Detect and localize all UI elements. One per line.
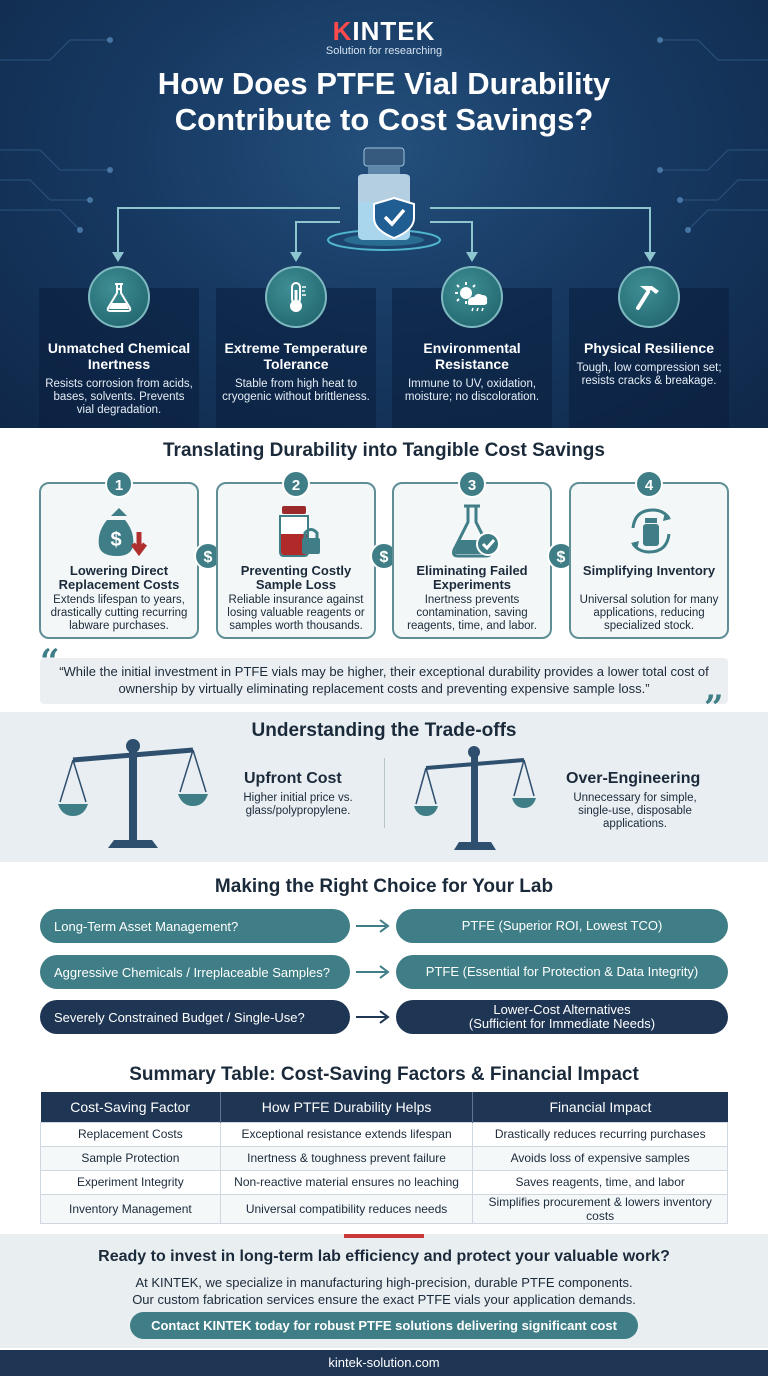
step-desc: Inertness prevents contamination, saving… xyxy=(407,594,537,632)
feature-title: Extreme Temperature Tolerance xyxy=(224,340,368,372)
choice-question: Long-Term Asset Management? xyxy=(40,909,350,943)
feature-environmental-resistance: Environmental Resistance Immune to UV, o… xyxy=(392,258,552,428)
step-number: 4 xyxy=(635,470,663,498)
table-row: Inventory Management Universal compatibi… xyxy=(40,1193,728,1224)
vial-lock-icon xyxy=(279,506,320,557)
table-cell: Avoids loss of expensive samples xyxy=(472,1145,728,1171)
table-cell: Exceptional resistance extends lifespan xyxy=(219,1121,474,1147)
column-header: Financial Impact xyxy=(472,1092,728,1122)
kintek-logo: KINTEK xyxy=(332,16,436,46)
feature-temperature-tolerance: Extreme Temperature Tolerance Stable fro… xyxy=(216,258,376,428)
feature-desc: Immune to UV, oxidation, moisture; no di… xyxy=(404,378,540,403)
column-header: How PTFE Durability Helps xyxy=(220,1092,474,1122)
section-title: Summary Table: Cost-Saving Factors & Fin… xyxy=(129,1064,639,1085)
step-number: 1 xyxy=(105,470,133,498)
divider xyxy=(384,758,385,828)
step-title: Eliminating Failed Experiments xyxy=(416,563,528,592)
table-cell: Universal compatibility reduces needs xyxy=(219,1193,474,1224)
brand-tagline: Solution for researching xyxy=(325,45,443,57)
balance-scale-icon xyxy=(414,746,536,850)
table-cell: Drastically reduces recurring purchases xyxy=(472,1121,728,1147)
table-cell: Saves reagents, time, and labor xyxy=(472,1169,728,1195)
table-header-row: Cost-Saving Factor How PTFE Durability H… xyxy=(40,1092,728,1122)
hero-header: KINTEK Solution for researching How Does… xyxy=(0,0,768,428)
choice-question: Severely Constrained Budget / Single-Use… xyxy=(40,1000,350,1034)
section-title: Making the Right Choice for Your Lab xyxy=(214,876,554,897)
quote-box: “While the initial investment in PTFE vi… xyxy=(40,658,728,704)
choice-answer: PTFE (Essential for Protection & Data In… xyxy=(396,955,728,989)
feature-desc: Tough, low compression set; resists crac… xyxy=(576,362,722,387)
feature-title: Unmatched Chemical Inertness xyxy=(47,340,191,372)
table-cell: Inventory Management xyxy=(40,1193,221,1224)
shield-vial-icon xyxy=(358,147,415,240)
step-number: 3 xyxy=(458,470,486,498)
step-desc: Reliable insurance against losing valuab… xyxy=(227,594,365,632)
step-title: Simplifying Inventory xyxy=(582,563,716,578)
choice-question: Aggressive Chemicals / Irreplaceable Sam… xyxy=(40,955,350,989)
section-title: Translating Durability into Tangible Cos… xyxy=(163,440,605,461)
choice-section: Making the Right Choice for Your Lab Lon… xyxy=(0,862,768,1052)
step-card-1: 1 $ Lowering Direct Replacement Costs Ex… xyxy=(39,470,199,639)
step-card-3: 3 Eliminating Failed Experiments Inertne… xyxy=(392,470,552,639)
arrow-right-icon xyxy=(356,919,390,933)
step-title: Preventing Costly Sample Loss xyxy=(240,563,352,592)
choice-answer: PTFE (Superior ROI, Lowest TCO) xyxy=(396,909,728,943)
table-row: Replacement Costs Exceptional resistance… xyxy=(40,1121,728,1147)
circuit-background xyxy=(0,37,768,233)
cta-title: Ready to invest in long-term lab efficie… xyxy=(98,1248,670,1265)
brand: KINTEK Solution for researching xyxy=(0,16,768,57)
call-to-action: Ready to invest in long-term lab efficie… xyxy=(0,1234,768,1360)
table-cell: Experiment Integrity xyxy=(40,1169,221,1195)
table-cell: Inertness & toughness prevent failure xyxy=(219,1145,474,1171)
tradeoff-desc: Higher initial price vs. glass/polypropy… xyxy=(243,792,353,817)
thermometer-icon xyxy=(265,266,327,328)
footer-url-link[interactable]: kintek-solution.com xyxy=(0,1350,768,1376)
tradeoff-desc: Unnecessary for simple, single-use, disp… xyxy=(573,792,697,830)
step-desc: Extends lifespan to years, drastically c… xyxy=(50,594,188,632)
arrow-right-icon xyxy=(356,965,390,979)
section-title: Understanding the Trade-offs xyxy=(251,720,517,741)
svg-text:$: $ xyxy=(110,529,121,551)
balance-scale-icon xyxy=(58,739,208,848)
table-row: Sample Protection Inertness & toughness … xyxy=(40,1145,728,1171)
flask-icon xyxy=(88,266,150,328)
weather-icon xyxy=(441,266,503,328)
feature-desc: Stable from high heat to cryogenic witho… xyxy=(222,378,370,403)
tradeoff-title: Upfront Cost xyxy=(244,770,342,787)
page-title: How Does PTFE Vial Durability Contribute … xyxy=(157,66,611,137)
money-bag-down-icon: $ xyxy=(98,508,147,557)
summary-table-section: Summary Table: Cost-Saving Factors & Fin… xyxy=(0,1052,768,1234)
feature-physical-resilience: Physical Resilience Tough, low compressi… xyxy=(569,258,729,428)
feature-title: Environmental Resistance xyxy=(423,340,521,372)
recycle-vial-icon xyxy=(631,508,671,554)
feature-title: Physical Resilience xyxy=(584,340,714,356)
step-card-2: 2 Preventing Costly Sample Loss Reliable… xyxy=(216,470,376,639)
step-card-4: 4 Simplifying Inventory Universal soluti… xyxy=(569,470,729,639)
accent-bar xyxy=(344,1234,424,1238)
feature-desc: Resists corrosion from acids, bases, sol… xyxy=(45,378,193,416)
arrow-right-icon xyxy=(356,1010,390,1024)
step-number: 2 xyxy=(282,470,310,498)
table-cell: Replacement Costs xyxy=(40,1121,221,1147)
table-cell: Sample Protection xyxy=(40,1145,221,1171)
column-header: Cost-Saving Factor xyxy=(40,1092,221,1122)
feature-chemical-inertness: Unmatched Chemical Inertness Resists cor… xyxy=(39,258,199,428)
summary-table: Cost-Saving Factor How PTFE Durability H… xyxy=(40,1092,728,1224)
step-desc: Universal solution for many applications… xyxy=(579,594,719,632)
flask-check-icon xyxy=(452,504,500,558)
open-quote-icon: “ xyxy=(40,642,60,682)
step-title: Lowering Direct Replacement Costs xyxy=(58,563,180,592)
choice-answer: Lower-Cost Alternatives (Sufficient for … xyxy=(396,1000,728,1034)
tradeoffs-section: Understanding the Trade-offs Upfront Cos… xyxy=(0,712,768,862)
tradeoff-title: Over-Engineering xyxy=(566,770,701,787)
hammer-icon xyxy=(618,266,680,328)
table-row: Experiment Integrity Non-reactive materi… xyxy=(40,1169,728,1195)
table-cell: Non-reactive material ensures no leachin… xyxy=(219,1169,474,1195)
table-cell: Simplifies procurement & lowers inventor… xyxy=(472,1193,728,1224)
cta-description: At KINTEK, we specialize in manufacturin… xyxy=(132,1275,636,1307)
contact-button[interactable]: Contact KINTEK today for robust PTFE sol… xyxy=(130,1312,638,1360)
